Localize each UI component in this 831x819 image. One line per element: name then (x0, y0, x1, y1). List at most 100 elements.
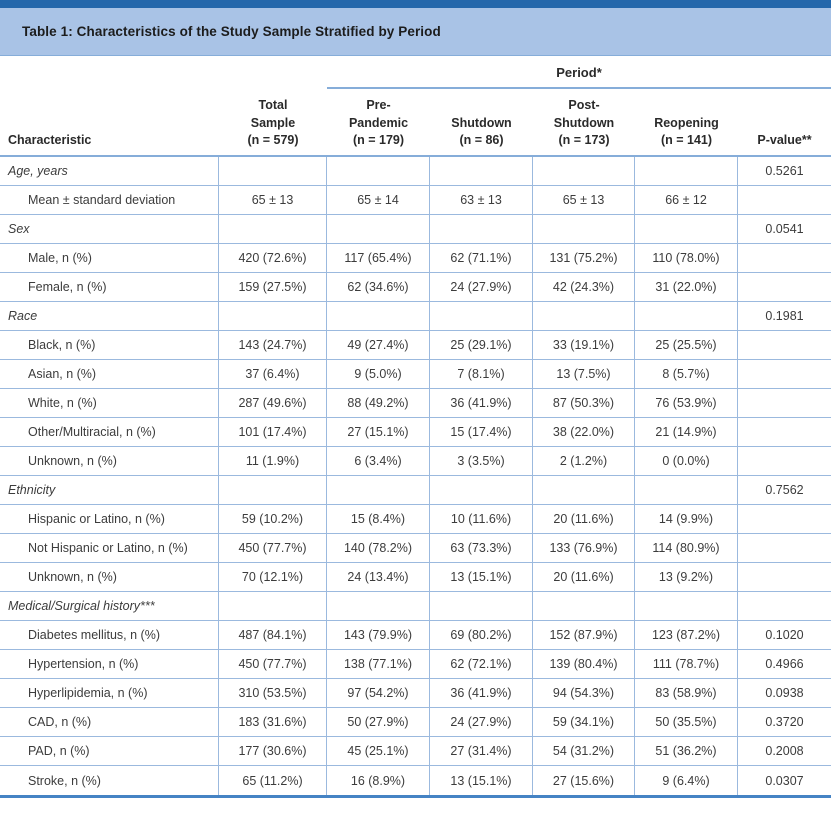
row-label: Mean ± standard deviation (0, 186, 219, 214)
value-cell: 27 (15.1%) (327, 418, 430, 446)
p-value-cell (738, 331, 831, 359)
value-cell (327, 157, 430, 185)
value-cell: 87 (50.3%) (533, 389, 635, 417)
table-row: Hyperlipidemia, n (%) 310 (53.5%) 97 (54.2… (0, 679, 831, 708)
value-cell (327, 476, 430, 504)
value-cell (430, 476, 533, 504)
table-row: Not Hispanic or Latino, n (%) 450 (77.7%)… (0, 534, 831, 563)
value-cell: 37 (6.4%) (219, 360, 327, 388)
column-header-line: Shutdown (451, 115, 512, 130)
value-cell: 63 ± 13 (430, 186, 533, 214)
p-value-cell (738, 592, 831, 620)
value-cell (635, 592, 738, 620)
value-cell (533, 476, 635, 504)
p-value-cell (738, 447, 831, 475)
row-label: Unknown, n (%) (0, 563, 219, 591)
value-cell (635, 302, 738, 330)
value-cell: 139 (80.4%) (533, 650, 635, 678)
p-value-cell (738, 360, 831, 388)
value-cell: 13 (7.5%) (533, 360, 635, 388)
value-cell: 114 (80.9%) (635, 534, 738, 562)
value-cell (533, 302, 635, 330)
value-cell: 62 (71.1%) (430, 244, 533, 272)
p-value-cell: 0.1981 (765, 309, 804, 323)
value-cell: 10 (11.6%) (430, 505, 533, 533)
table-row: Other/Multiracial, n (%) 101 (17.4%) 27 (1… (0, 418, 831, 447)
table-title-band: Table 1: Characteristics of the Study Sa… (0, 8, 831, 56)
value-cell: 420 (72.6%) (219, 244, 327, 272)
p-value-cell (738, 418, 831, 446)
period-group: Period* (327, 56, 831, 89)
column-header-p-value: P-value** (738, 89, 831, 155)
value-cell (430, 157, 533, 185)
p-value-cell: 0.0541 (765, 222, 804, 236)
value-cell (327, 592, 430, 620)
column-header-total-sample: Total Sample (n = 579) (219, 89, 327, 155)
table-row: Unknown, n (%) 11 (1.9%) 6 (3.4%) 3 (3.5%) 2… (0, 447, 831, 476)
value-cell: 70 (12.1%) (219, 563, 327, 591)
column-header-line: Shutdown (553, 115, 615, 130)
table-row: Hispanic or Latino, n (%) 59 (10.2%) 15 (8… (0, 505, 831, 534)
table-title: Table 1: Characteristics of the Study Sa… (22, 24, 441, 39)
value-cell: 8 (5.7%) (635, 360, 738, 388)
table-row: Diabetes mellitus, n (%) 487 (84.1%) 143 (… (0, 621, 831, 650)
value-cell (533, 592, 635, 620)
value-cell: 15 (17.4%) (430, 418, 533, 446)
row-label: Ethnicity (0, 476, 219, 504)
value-cell (327, 302, 430, 330)
p-value-cell (738, 534, 831, 562)
column-header-line: Sample (250, 115, 296, 130)
table-row: Hypertension, n (%) 450 (77.7%) 138 (77.1%… (0, 650, 831, 679)
row-label: Male, n (%) (0, 244, 219, 272)
value-cell (430, 215, 533, 243)
value-cell: 16 (8.9%) (327, 766, 430, 795)
row-label: Not Hispanic or Latino, n (%) (0, 534, 219, 562)
table-row: CAD, n (%) 183 (31.6%) 50 (27.9%) 24 (27.9%… (0, 708, 831, 737)
column-header-line: (n = 141) (660, 133, 713, 148)
p-value-cell: 0.2008 (765, 744, 804, 758)
table-row: Asian, n (%) 37 (6.4%) 9 (5.0%) 7 (8.1%) 13 … (0, 360, 831, 389)
category-row: Race 0.1981 (0, 302, 831, 331)
value-cell: 101 (17.4%) (219, 418, 327, 446)
value-cell: 54 (31.2%) (533, 737, 635, 765)
row-label: CAD, n (%) (0, 708, 219, 736)
value-cell (635, 215, 738, 243)
value-cell: 131 (75.2%) (533, 244, 635, 272)
value-cell: 13 (15.1%) (430, 563, 533, 591)
value-cell: 487 (84.1%) (219, 621, 327, 649)
value-cell: 450 (77.7%) (219, 650, 327, 678)
p-value-cell (738, 186, 831, 214)
value-cell: 287 (49.6%) (219, 389, 327, 417)
value-cell: 36 (41.9%) (430, 389, 533, 417)
category-row: Sex 0.0541 (0, 215, 831, 244)
column-header-line: (n = 179) (352, 133, 405, 148)
value-cell: 11 (1.9%) (219, 447, 327, 475)
value-cell: 117 (65.4%) (327, 244, 430, 272)
p-value-cell: 0.5261 (765, 164, 804, 178)
value-cell: 183 (31.6%) (219, 708, 327, 736)
value-cell: 59 (10.2%) (219, 505, 327, 533)
column-header-line: Pre- (366, 97, 391, 112)
value-cell (635, 476, 738, 504)
row-label: Asian, n (%) (0, 360, 219, 388)
table-row: Unknown, n (%) 70 (12.1%) 24 (13.4%) 13 (15… (0, 563, 831, 592)
value-cell: 50 (27.9%) (327, 708, 430, 736)
value-cell: 20 (11.6%) (533, 563, 635, 591)
value-cell: 138 (77.1%) (327, 650, 430, 678)
value-cell: 0 (0.0%) (635, 447, 738, 475)
column-header-line: Total (258, 97, 288, 112)
column-header-line: Reopening (654, 115, 719, 130)
p-value-cell: 0.4966 (765, 657, 804, 671)
table-row: Mean ± standard deviation 65 ± 13 65 ± 14 6… (0, 186, 831, 215)
value-cell: 59 (34.1%) (533, 708, 635, 736)
column-header-pre-pandemic: Pre- Pandemic (n = 179) (327, 89, 430, 155)
category-row: Medical/Surgical history*** (0, 592, 831, 621)
value-cell: 9 (6.4%) (635, 766, 738, 795)
column-header-line: (n = 86) (459, 133, 504, 148)
value-cell: 6 (3.4%) (327, 447, 430, 475)
value-cell: 33 (19.1%) (533, 331, 635, 359)
value-cell (219, 215, 327, 243)
table-body: Age, years 0.5261 Mean ± standard deviatio… (0, 157, 831, 798)
column-header-line: Post- (568, 97, 600, 112)
